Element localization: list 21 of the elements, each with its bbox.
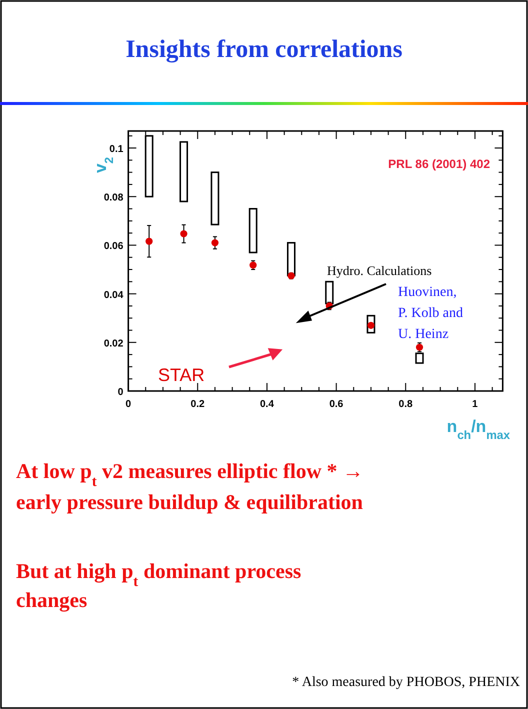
y-tick-label: 0.08 — [104, 192, 124, 204]
y-tick-label: 0.06 — [104, 241, 124, 252]
text: At low p$_{t}$ v2 measures elliptic flow * → early pressure buildup & equilibration — [16, 459, 364, 514]
text: STAR — [158, 365, 205, 385]
annotation: Huovinen, P. Kolb and U. Heinz — [398, 285, 463, 342]
y-tick-label: 0.1 — [109, 144, 124, 156]
series-label: Hydro. Calculations — [327, 263, 432, 278]
chart-title: Insights from correlations — [126, 36, 403, 63]
x-tick-label: 0.4 — [260, 399, 274, 410]
x-tick-label: 0 — [126, 399, 132, 410]
x-tick-label: 1 — [472, 399, 478, 410]
text: * Also measured by PHOBOS, PHENIX — [292, 675, 520, 690]
annotation: PRL 86 (2001) 402 — [388, 157, 490, 171]
x-tick-label: 0.2 — [190, 399, 206, 410]
x-tick-label: 0.8 — [398, 399, 414, 410]
y-tick-label: 0 — [118, 387, 124, 398]
text: But at high p$_{t}$ dominant process changes — [16, 559, 302, 612]
x-tick-label: 0.6 — [329, 399, 344, 410]
y-tick-label: 0.04 — [104, 290, 124, 301]
y-tick-label: 0.02 — [104, 338, 124, 350]
x-axis-title: n$_{ch}$/n$_{max}$ — [446, 417, 510, 442]
